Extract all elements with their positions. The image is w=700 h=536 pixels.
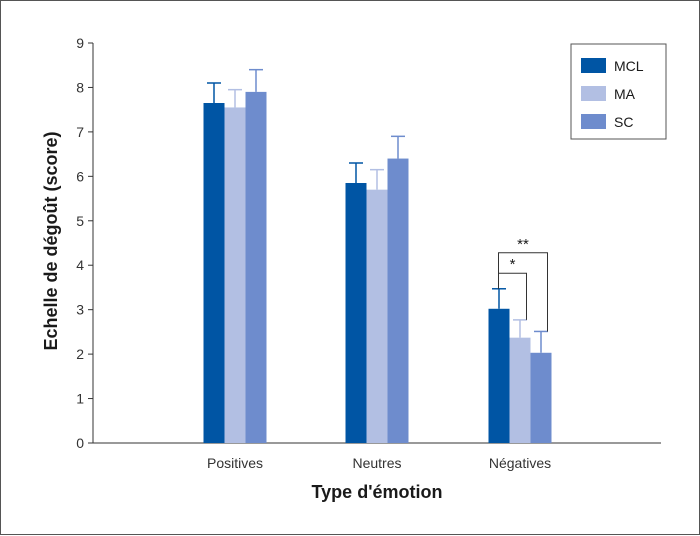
bar-sc — [245, 91, 267, 443]
significance-label: * — [510, 256, 516, 273]
legend: MCL MA SC — [570, 43, 667, 140]
bar-sc — [387, 158, 409, 444]
bar-sc — [530, 352, 552, 443]
y-tick-label: 7 — [76, 124, 84, 140]
x-category-label: Positives — [207, 455, 263, 471]
bar-ma — [224, 107, 246, 443]
x-category-label: Négatives — [489, 455, 551, 471]
y-tick-label: 4 — [76, 257, 84, 273]
bar-ma — [509, 337, 531, 443]
significance-label: ** — [517, 236, 529, 253]
legend-swatch-ma — [581, 86, 606, 101]
significance-bracket — [498, 252, 548, 332]
bar-mcl — [488, 308, 510, 443]
x-axis-title: Type d'émotion — [312, 482, 443, 502]
y-tick-label: 2 — [76, 346, 84, 362]
bar-ma — [366, 189, 388, 443]
legend-label-sc: SC — [614, 114, 633, 130]
y-axis-ticks: 0 1 2 3 4 5 6 7 8 9 — [76, 35, 93, 451]
legend-label-ma: MA — [614, 86, 636, 102]
x-category-label: Neutres — [352, 455, 401, 471]
y-tick-label: 8 — [76, 79, 84, 95]
bar-mcl — [203, 103, 225, 443]
y-tick-label: 9 — [76, 35, 84, 51]
y-tick-label: 3 — [76, 302, 84, 318]
y-tick-label: 0 — [76, 435, 84, 451]
y-axis-title: Echelle de dégoût (score) — [41, 131, 61, 350]
y-tick-label: 5 — [76, 213, 84, 229]
category-labels: Positives Neutres Négatives — [207, 455, 551, 471]
bar-mcl — [345, 183, 367, 443]
error-bars — [207, 68, 548, 353]
bars — [203, 91, 552, 444]
y-tick-label: 6 — [76, 168, 84, 184]
legend-swatch-sc — [581, 114, 606, 129]
legend-swatch-mcl — [581, 58, 606, 73]
y-tick-label: 1 — [76, 391, 84, 407]
legend-label-mcl: MCL — [614, 58, 644, 74]
significance-annotations: *** — [498, 236, 548, 332]
